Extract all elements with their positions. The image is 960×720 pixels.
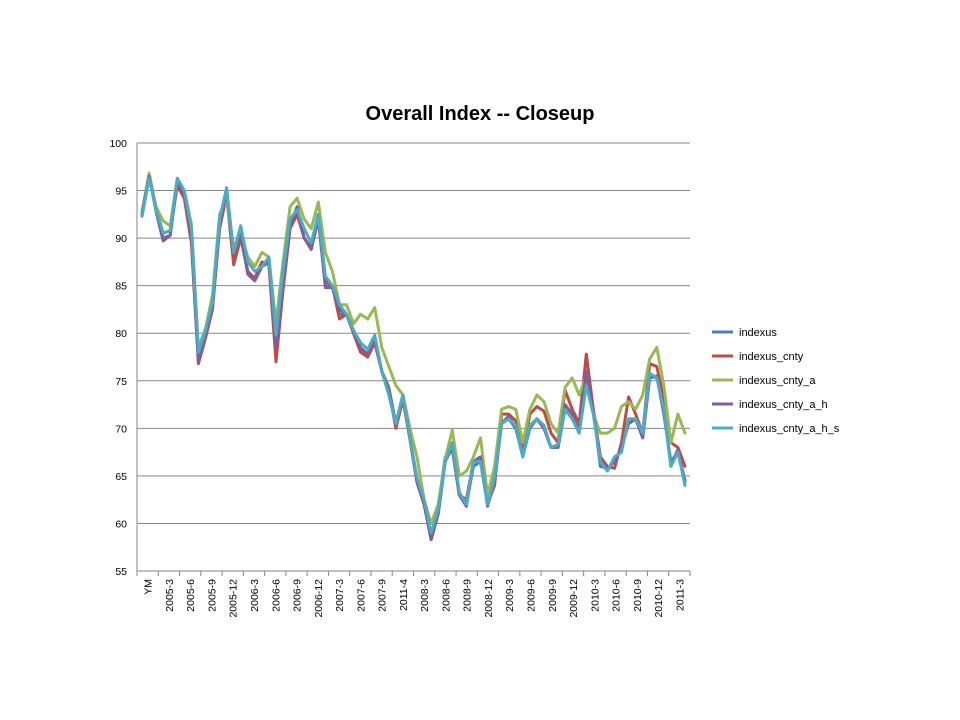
legend-label-indexus: indexus — [739, 327, 777, 339]
x-tick-label: 2005-6 — [185, 579, 197, 612]
y-tick-label: 65 — [115, 471, 127, 483]
series-line-indexus-cnty-a-h-s — [140, 176, 687, 535]
chart-title: Overall Index -- Closeup — [366, 103, 595, 125]
y-tick-label: 100 — [109, 138, 127, 150]
x-tick-label: 2007-6 — [355, 579, 367, 612]
x-tick-label: 2008-9 — [462, 579, 474, 612]
x-tick-label: 2006-12 — [313, 579, 325, 618]
x-tick-label: 2010-12 — [653, 579, 665, 618]
x-tick-label: YM — [143, 579, 155, 595]
x-tick-label: 2009-6 — [525, 579, 537, 612]
legend-label-indexus-cnty-a-h-s: indexus_cnty_a_h_s — [739, 423, 840, 435]
x-tick-label: 2006-6 — [270, 579, 282, 612]
legend-label-indexus-cnty-a: indexus_cnty_a — [739, 375, 816, 387]
x-tick-label: 2010-9 — [632, 579, 644, 612]
legend-label-indexus-cnty-a-h: indexus_cnty_a_h — [739, 399, 828, 411]
x-axis — [136, 143, 691, 576]
series-lines — [140, 171, 687, 542]
y-tick-label: 55 — [115, 566, 127, 578]
x-tick-label: 2005-12 — [228, 579, 240, 618]
x-tick-label: 2009-12 — [568, 579, 580, 618]
y-tick-label: 75 — [115, 376, 127, 388]
x-tick-label: 2006-9 — [292, 579, 304, 612]
x-tick-label: 2009-3 — [504, 579, 516, 612]
x-tick-label: 2006-3 — [249, 579, 261, 612]
legend: indexus indexus_cnty indexus_cnty_aindexus… — [712, 327, 840, 435]
x-tick-label: 2007-3 — [334, 579, 346, 612]
y-tick-label: 80 — [115, 328, 127, 340]
x-tick-label: 2010-6 — [611, 579, 623, 612]
y-axis-tick-labels: 55 60 65 70 75 80 85 90 95 100 — [109, 138, 127, 578]
x-tick-label: 2008-3 — [419, 579, 431, 612]
y-tick-label: 85 — [115, 281, 127, 293]
series-line-indexus-cnty-a-h — [140, 174, 687, 542]
x-tick-label: 2011-4 — [398, 579, 410, 611]
y-tick-label: 60 — [115, 518, 127, 530]
x-tick-label: 2008-6 — [440, 579, 452, 612]
x-tick-label: 2005-3 — [164, 579, 176, 612]
y-tick-label: 70 — [115, 423, 127, 435]
legend-label-indexus-cnty: indexus_cnty — [739, 351, 804, 363]
x-tick-label: 2011-3 — [674, 579, 686, 611]
x-axis-tick-labels: YM 2005-3 2005-6 2005-9 2005-12 2006-3 2006-6 2… — [143, 579, 687, 618]
x-tick-label: 2010-3 — [589, 579, 601, 612]
x-tick-label: 2005-9 — [206, 579, 218, 612]
series-line-indexus-cnty — [140, 171, 687, 540]
y-tick-label: 90 — [115, 233, 127, 245]
x-tick-label: 2008-12 — [483, 579, 495, 618]
series-line-indexus-cnty-a — [140, 171, 687, 525]
x-tick-label: 2007-9 — [377, 579, 389, 612]
y-tick-label: 95 — [115, 186, 127, 198]
series-line-indexus — [140, 174, 687, 542]
gridlines — [137, 142, 690, 572]
x-tick-label: 2009-9 — [547, 579, 559, 612]
